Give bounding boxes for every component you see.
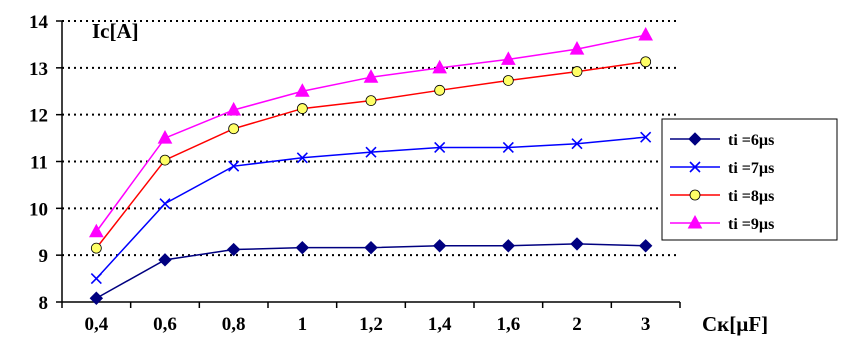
x-tick-label: 0,4	[84, 314, 108, 335]
x-tick-labels: 0,4 0,6 0,8 1 1,2 1,4 1,6 2 3	[84, 314, 650, 335]
data-point	[363, 69, 379, 83]
y-tick-labels: 8 9 10 11 12 13 14	[29, 12, 49, 314]
y-axis-title: Ic[A]	[92, 19, 139, 43]
data-point	[365, 95, 377, 107]
y-tick-label: 8	[39, 293, 49, 314]
data-point	[570, 237, 584, 251]
data-point	[228, 123, 240, 135]
data-point	[228, 160, 240, 172]
legend-item: ti =8µs	[670, 188, 774, 205]
series-4	[88, 27, 654, 238]
y-tick-label: 9	[39, 246, 49, 267]
data-point	[159, 154, 171, 166]
x-tick-label: 0,8	[222, 314, 246, 335]
data-point	[434, 84, 446, 96]
x-tick-label: 3	[641, 314, 651, 335]
data-point	[226, 101, 242, 116]
legend-marker	[689, 161, 701, 173]
data-point	[364, 240, 378, 255]
data-point	[571, 138, 583, 150]
data-point	[640, 131, 652, 143]
x-tick-label: 1,4	[428, 314, 452, 335]
legend-item: ti =7µs	[670, 160, 774, 177]
data-point	[296, 103, 308, 114]
data-point	[638, 239, 653, 253]
legend-item: ti =6µs	[670, 132, 774, 149]
legend-label: ti =9µs	[728, 216, 774, 233]
data-point	[295, 240, 310, 255]
series-3	[90, 56, 652, 254]
data-point	[158, 253, 172, 267]
data-point	[296, 152, 308, 164]
y-tick-label: 12	[29, 106, 48, 127]
data-point	[569, 41, 585, 55]
x-tick-label: 0,6	[153, 314, 177, 335]
y-tick-label: 11	[30, 153, 48, 174]
data-point	[90, 242, 102, 254]
data-point	[89, 291, 104, 305]
data-point	[432, 59, 448, 74]
data-point	[502, 141, 514, 154]
axes	[56, 20, 681, 308]
series-2	[90, 131, 652, 285]
x-tick-label: 2	[572, 314, 582, 335]
data-point	[501, 239, 516, 253]
data-point	[365, 146, 377, 158]
series-line	[95, 61, 646, 249]
legend-marker	[688, 132, 702, 146]
legend-marker	[687, 214, 703, 229]
y-tick-label: 13	[29, 59, 48, 80]
data-point	[640, 56, 652, 68]
data-point	[432, 239, 447, 253]
legend-label: ti =7µs	[728, 160, 774, 177]
data-point	[226, 242, 241, 257]
series-1	[89, 237, 653, 305]
data-point	[638, 27, 654, 41]
x-tick-label: 1,2	[359, 314, 383, 335]
data-point	[90, 273, 102, 285]
x-axis-title: Cк[µF]	[702, 312, 768, 336]
x-tick-label: 1	[298, 314, 308, 335]
data-point	[500, 51, 516, 65]
x-tick-label: 1,6	[496, 314, 520, 335]
series-group	[88, 27, 654, 305]
data-point	[157, 130, 173, 144]
y-tick-label: 14	[29, 12, 49, 33]
data-point	[434, 141, 446, 154]
legend: ti =6µs ti =7µs ti =8µs ti =9µs	[661, 118, 838, 241]
data-point	[294, 83, 310, 97]
data-point	[571, 66, 583, 77]
data-point	[159, 198, 171, 210]
gridlines	[62, 20, 680, 257]
y-tick-label: 10	[29, 199, 48, 220]
data-point	[502, 75, 514, 86]
legend-label: ti =8µs	[728, 188, 774, 205]
legend-marker	[689, 189, 701, 201]
legend-label: ti =6µs	[728, 132, 774, 149]
legend-item: ti =9µs	[670, 214, 774, 233]
data-point	[88, 223, 104, 238]
series-line	[95, 34, 646, 233]
